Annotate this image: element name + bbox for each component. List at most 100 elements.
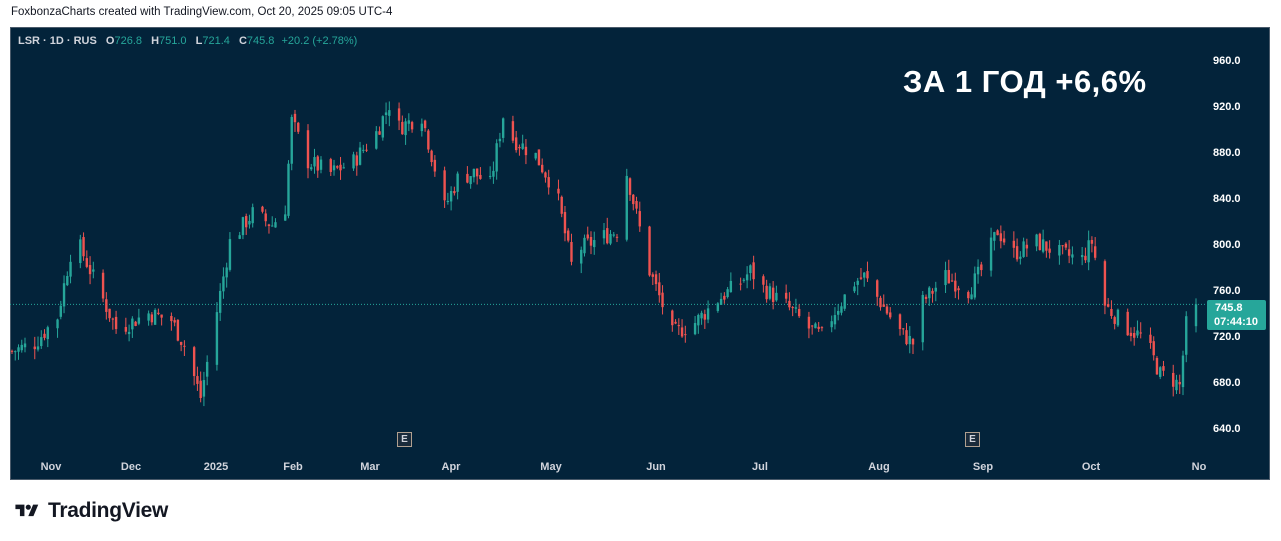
last-price-tag: 745.8 07:44:10: [1207, 300, 1266, 330]
candle: [677, 318, 681, 335]
candle: [147, 310, 150, 326]
candle: [706, 300, 710, 324]
candle: [810, 325, 814, 335]
candle: [82, 232, 85, 261]
candle: [954, 272, 957, 299]
candle: [511, 115, 515, 144]
candlestick-chart[interactable]: [10, 27, 1270, 480]
candle: [124, 317, 128, 335]
candle: [108, 308, 111, 322]
candle: [127, 324, 131, 342]
candle-last: [1194, 298, 1198, 333]
candle: [632, 193, 635, 211]
candle: [729, 272, 733, 293]
candle: [700, 310, 703, 325]
candle: [911, 337, 915, 355]
candle: [768, 283, 772, 301]
candle: [297, 121, 300, 134]
candle: [745, 266, 749, 289]
last-price-value: 745.8: [1215, 302, 1243, 314]
candle: [866, 261, 869, 282]
candle: [723, 292, 726, 304]
candle: [950, 273, 954, 282]
candle: [105, 292, 108, 320]
x-tick-label: 2025: [203, 461, 229, 473]
candle: [69, 254, 72, 284]
candle: [10, 349, 14, 354]
candle: [1090, 236, 1094, 253]
symbol-label[interactable]: LSR · 1D · RUS: [18, 35, 97, 47]
candle: [879, 295, 882, 311]
x-tick-label: Apr: [441, 461, 461, 473]
candle: [931, 288, 934, 303]
candle: [648, 225, 651, 277]
candle: [544, 171, 547, 183]
candle: [114, 310, 118, 334]
tradingview-wordmark: TradingView: [48, 499, 169, 522]
candle: [36, 336, 40, 352]
candle: [817, 321, 820, 332]
candle: [157, 308, 160, 316]
candle: [339, 156, 342, 180]
y-tick-label: 680.0: [1213, 377, 1241, 389]
candle: [466, 166, 469, 184]
candle: [752, 255, 755, 290]
candle: [970, 287, 973, 300]
candle: [17, 344, 20, 360]
candle: [469, 176, 472, 189]
candle: [547, 169, 550, 195]
candle: [1113, 315, 1116, 330]
candle: [401, 115, 404, 135]
chart-caption: FoxbonzaCharts created with TradingView.…: [11, 6, 393, 18]
candle: [215, 302, 219, 371]
candle: [830, 315, 833, 333]
candle: [749, 264, 752, 281]
y-tick-label: 920.0: [1213, 101, 1241, 113]
candle: [1058, 239, 1061, 265]
candle: [33, 336, 36, 360]
candle: [384, 102, 388, 125]
candle: [492, 161, 495, 184]
candle: [1045, 241, 1048, 258]
candle: [853, 281, 856, 294]
candle: [1175, 374, 1178, 395]
low-label: L: [195, 35, 203, 47]
candle: [1152, 336, 1155, 361]
candle: [1136, 320, 1139, 339]
candle: [625, 168, 628, 242]
candle: [1012, 231, 1016, 258]
candle: [59, 300, 62, 320]
candle: [62, 275, 66, 314]
candle: [264, 209, 267, 227]
candle: [1159, 366, 1162, 380]
x-tick-label: Dec: [120, 461, 142, 473]
candle: [843, 294, 846, 311]
candle: [218, 283, 222, 321]
candle: [944, 261, 947, 294]
candle: [274, 218, 277, 228]
candle: [967, 290, 970, 304]
candle: [989, 227, 993, 277]
tradingview-logo-icon: [15, 504, 39, 517]
overlay-title: ЗА 1 ГОД +6,6%: [903, 64, 1147, 99]
candle: [1116, 308, 1120, 328]
candle: [183, 340, 186, 356]
candle: [423, 119, 427, 132]
candle: [742, 277, 746, 283]
candle: [1084, 247, 1087, 264]
earnings-marker[interactable]: E: [397, 432, 412, 447]
candle: [261, 205, 264, 214]
candle: [996, 229, 999, 236]
candle: [427, 129, 430, 153]
candle: [514, 130, 518, 153]
candle: [205, 355, 209, 386]
candle: [716, 302, 720, 313]
x-tick-label: Nov: [40, 461, 62, 473]
candle: [836, 303, 840, 321]
candle: [693, 316, 697, 336]
low-value: 721.4: [202, 35, 230, 47]
candle: [567, 228, 570, 243]
earnings-marker[interactable]: E: [965, 432, 980, 447]
candle: [1178, 374, 1181, 394]
tradingview-logo[interactable]: TradingView: [12, 498, 168, 524]
